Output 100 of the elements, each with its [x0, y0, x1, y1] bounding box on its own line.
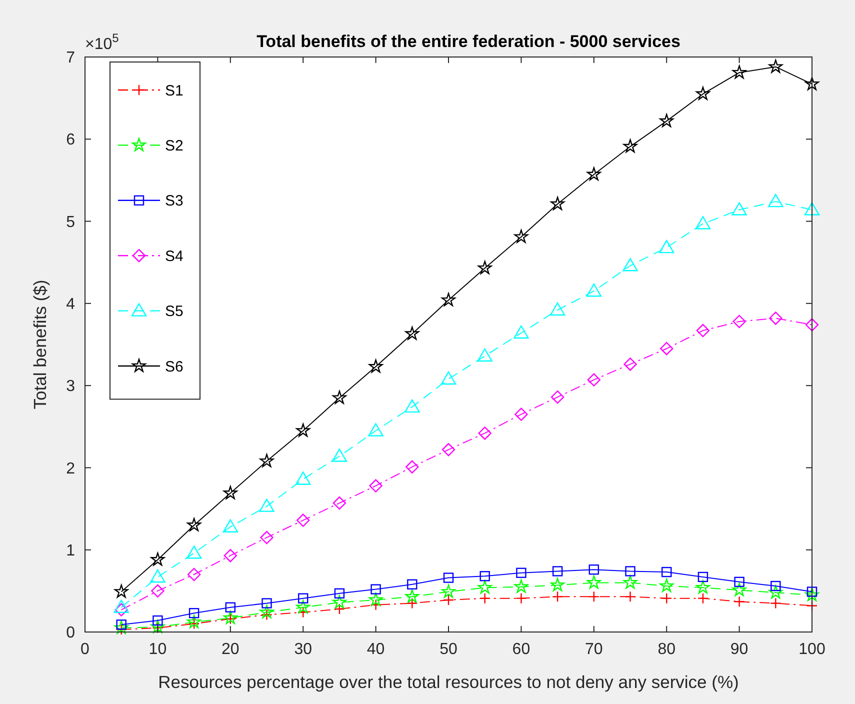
point: [623, 139, 638, 153]
point: [260, 454, 274, 468]
y-tick-label: 7: [66, 50, 76, 67]
point: [223, 610, 238, 624]
point: [114, 600, 129, 613]
point: [550, 196, 564, 210]
point: [262, 598, 272, 608]
point: [478, 580, 492, 594]
y-tick-label: 6: [66, 132, 76, 149]
legend-label: S2: [165, 137, 184, 154]
point: [623, 575, 638, 589]
point: [259, 498, 274, 512]
point: [260, 605, 274, 618]
point: [770, 580, 781, 592]
point: [405, 326, 420, 340]
point: [660, 114, 674, 128]
point: [622, 258, 638, 272]
point: [225, 602, 236, 612]
point: [696, 324, 710, 338]
point: [114, 603, 128, 616]
legend-label: S5: [165, 303, 184, 320]
point: [332, 595, 346, 608]
y-tick-label: 1: [66, 542, 76, 560]
point: [368, 592, 383, 606]
point: [659, 240, 674, 254]
point: [334, 603, 346, 615]
point: [480, 571, 490, 582]
point: [514, 230, 528, 243]
point: [443, 572, 454, 583]
point: [332, 496, 346, 510]
point: [695, 216, 711, 230]
point: [660, 578, 674, 592]
point: [188, 608, 200, 618]
point: [332, 390, 346, 404]
point: [552, 591, 564, 602]
point: [588, 591, 600, 602]
point: [368, 423, 384, 436]
point: [260, 530, 274, 544]
point: [586, 167, 601, 180]
point: [296, 600, 310, 614]
point: [661, 592, 672, 604]
point: [442, 594, 454, 606]
x-tick-label: 60: [512, 641, 530, 658]
point: [805, 318, 819, 332]
point: [332, 448, 348, 462]
point: [660, 342, 674, 356]
point: [768, 60, 783, 73]
point: [369, 479, 382, 492]
point: [224, 549, 237, 562]
point: [732, 314, 746, 328]
point: [732, 202, 747, 216]
point: [768, 194, 784, 208]
y-tick-label: 3: [66, 378, 76, 396]
point: [186, 546, 202, 559]
point: [698, 572, 708, 582]
point: [768, 585, 783, 599]
chart-title: Total benefits of the entire federation - 5000 services: [256, 32, 680, 51]
point: [514, 408, 528, 421]
point: [298, 593, 308, 604]
point: [151, 584, 164, 598]
point: [514, 580, 528, 593]
x-tick-label: 40: [366, 641, 385, 658]
point: [662, 566, 672, 578]
point: [516, 568, 526, 578]
x-axis-title: Resources percentage over the total resources to not deny any service (%): [158, 672, 739, 692]
legend-label: S6: [165, 358, 184, 376]
point: [114, 620, 128, 634]
point: [442, 292, 456, 306]
point: [150, 552, 165, 566]
y-tick-label: 0: [66, 624, 76, 642]
point: [442, 443, 456, 456]
legend-label: S4: [165, 248, 184, 265]
legend-label: S1: [165, 82, 184, 100]
point: [734, 576, 744, 587]
point: [370, 584, 381, 594]
point: [732, 65, 746, 79]
point: [586, 575, 601, 589]
x-tick-label: 30: [294, 641, 312, 658]
x-tick-label: 80: [658, 641, 676, 658]
point: [187, 614, 201, 628]
x-tick-label: 50: [440, 641, 458, 658]
point: [478, 260, 492, 274]
point: [734, 596, 745, 608]
y-tick-label: 5: [66, 214, 76, 231]
point: [114, 584, 128, 598]
point: [406, 598, 418, 609]
point: [406, 460, 419, 474]
point: [440, 371, 456, 385]
point: [625, 566, 636, 576]
point: [552, 566, 563, 576]
point: [152, 615, 163, 626]
x-tick-label: 10: [148, 641, 167, 658]
point: [187, 568, 201, 582]
point: [404, 399, 420, 413]
point: [624, 591, 636, 602]
point: [296, 423, 310, 437]
point: [516, 592, 527, 604]
point: [804, 202, 820, 216]
point: [769, 312, 782, 325]
point: [442, 584, 456, 598]
